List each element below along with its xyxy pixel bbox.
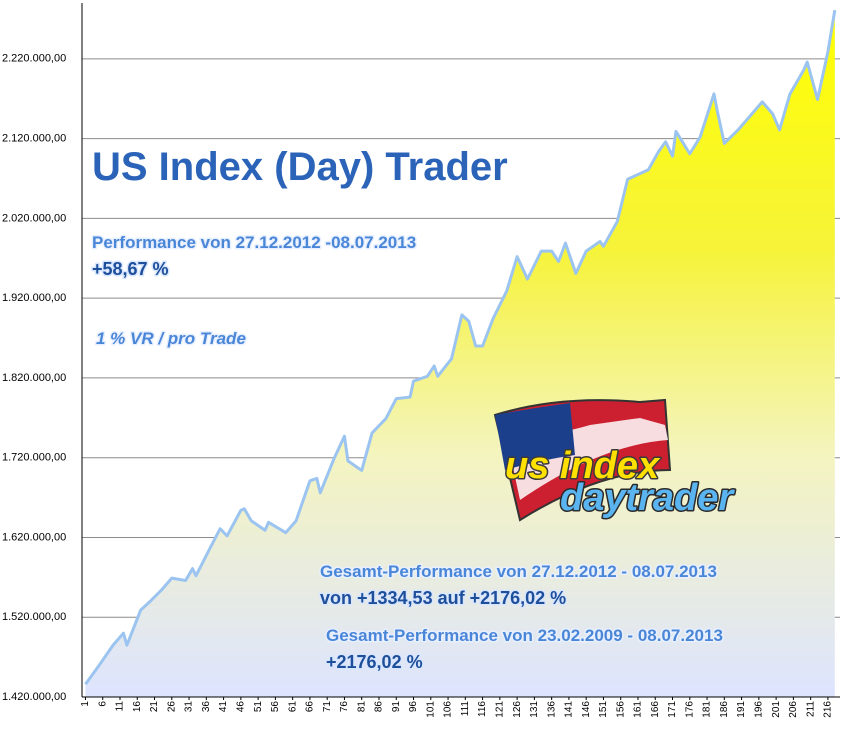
- annotation: Gesamt-Performance von 27.12.2012 - 08.0…: [320, 562, 717, 581]
- y-tick-label: 1.420.000,00: [2, 691, 66, 703]
- y-tick-label: 2.120.000,00: [2, 133, 66, 145]
- x-tick-label: 166: [650, 701, 661, 718]
- x-tick-label: 176: [684, 701, 695, 718]
- x-tick-label: 21: [149, 701, 160, 713]
- x-tick-label: 181: [702, 701, 713, 718]
- x-tick-label: 101: [425, 701, 436, 718]
- y-tick-label: 2.220.000,00: [2, 53, 66, 65]
- x-tick-label: 186: [719, 701, 730, 718]
- x-tick-label: 161: [633, 701, 644, 718]
- x-tick-label: 26: [166, 701, 177, 713]
- annotation: Gesamt-Performance von 23.02.2009 - 08.0…: [326, 626, 723, 645]
- x-tick-label: 31: [184, 701, 195, 713]
- x-tick-label: 156: [615, 701, 626, 718]
- annotation: Performance von 27.12.2012 -08.07.2013: [92, 233, 416, 252]
- x-tick-label: 11: [115, 701, 126, 712]
- x-tick-label: 171: [667, 701, 678, 718]
- x-tick-label: 46: [235, 701, 246, 713]
- x-tick-label: 51: [253, 701, 264, 713]
- x-tick-label: 71: [322, 701, 333, 713]
- y-tick-label: 2.020.000,00: [2, 212, 66, 224]
- x-tick-label: 206: [788, 701, 799, 718]
- flag-canton: [495, 403, 575, 470]
- x-tick-label: 116: [477, 701, 488, 717]
- annotation: +2176,02 %: [326, 652, 423, 672]
- x-tick-label: 76: [339, 701, 350, 713]
- y-tick-label: 1.620.000,00: [2, 531, 66, 543]
- x-tick-label: 146: [581, 701, 592, 718]
- x-tick-label: 16: [132, 701, 143, 713]
- x-tick-label: 141: [564, 701, 575, 718]
- logo-text: us index: [505, 445, 661, 487]
- x-tick-label: 151: [598, 701, 609, 718]
- x-tick-label: 106: [443, 701, 454, 718]
- y-tick-label: 1.720.000,00: [2, 452, 66, 464]
- x-tick-label: 36: [201, 701, 212, 713]
- annotation: 1 % VR / pro Trade: [96, 329, 246, 348]
- annotation: +58,67 %: [92, 259, 169, 279]
- chart-title: US Index (Day) Trader: [92, 145, 508, 189]
- x-tick-label: 81: [356, 701, 367, 713]
- x-tick-label: 111: [460, 701, 471, 717]
- x-tick-label: 131: [529, 701, 540, 718]
- y-tick-label: 1.820.000,00: [2, 372, 66, 384]
- x-tick-label: 216: [823, 701, 834, 718]
- x-tick-label: 211: [805, 701, 816, 717]
- x-tick-label: 191: [736, 701, 747, 718]
- x-tick-label: 6: [97, 701, 108, 707]
- x-tick-label: 56: [270, 701, 281, 713]
- x-tick-label: 196: [753, 701, 764, 718]
- x-tick-label: 41: [218, 701, 229, 713]
- x-tick-label: 86: [374, 701, 385, 713]
- x-tick-label: 201: [771, 701, 782, 718]
- y-tick-label: 1.920.000,00: [2, 292, 66, 304]
- x-tick-label: 136: [546, 701, 557, 718]
- logo: [493, 398, 672, 522]
- y-tick-label: 1.520.000,00: [2, 611, 66, 623]
- x-tick-label: 121: [494, 701, 505, 718]
- annotation: von +1334,53 auf +2176,02 %: [320, 588, 566, 608]
- x-tick-label: 61: [287, 701, 298, 713]
- x-tick-label: 66: [305, 701, 316, 713]
- x-tick-label: 1: [80, 701, 91, 707]
- area-line: [84, 9, 837, 686]
- x-tick-label: 126: [512, 701, 523, 718]
- x-tick-label: 91: [391, 701, 402, 713]
- logo-text: daytrader: [560, 477, 735, 519]
- x-tick-label: 96: [408, 701, 419, 713]
